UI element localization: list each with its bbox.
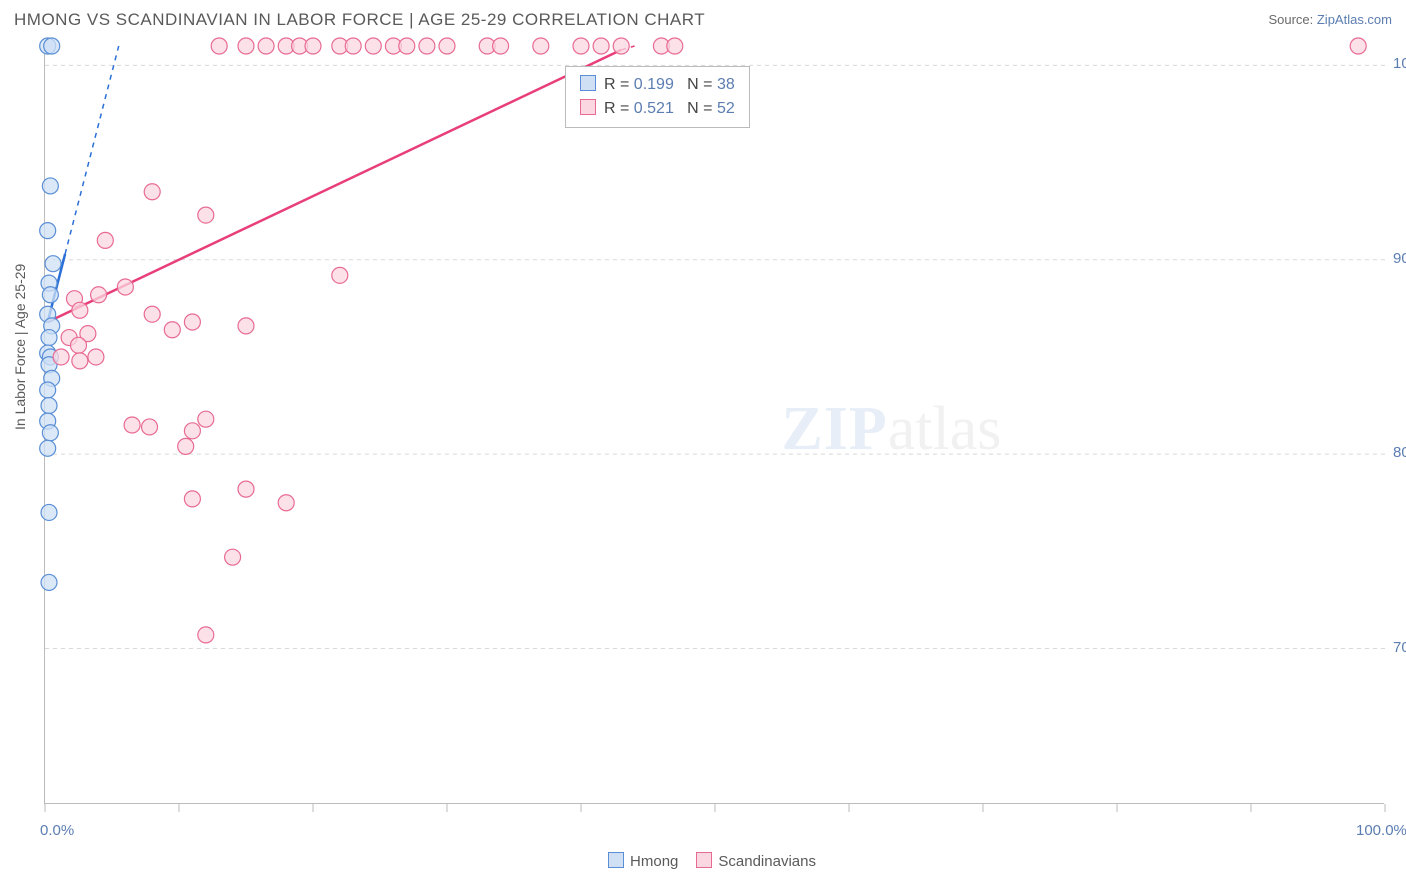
source-attribution: Source: ZipAtlas.com	[1268, 12, 1392, 27]
header-bar: HMONG VS SCANDINAVIAN IN LABOR FORCE | A…	[14, 10, 1392, 36]
r-value: 0.521	[634, 100, 674, 117]
series-swatch	[580, 75, 596, 91]
series-swatch	[580, 99, 596, 115]
n-value: 52	[717, 100, 735, 117]
scatter-svg	[45, 46, 1385, 804]
legend-swatch	[608, 852, 624, 868]
n-value: 38	[717, 76, 735, 93]
source-link[interactable]: ZipAtlas.com	[1317, 12, 1392, 27]
legend-label: Hmong	[630, 853, 678, 870]
legend-bottom: Hmong Scandinavians	[0, 852, 1406, 870]
x-tick-label: 0.0%	[40, 822, 74, 839]
correlation-stats-box: R = 0.199 N = 38R = 0.521 N = 52	[565, 66, 750, 128]
legend-swatch	[696, 852, 712, 868]
chart-plot-area: ZIPatlas 70.0%80.0%90.0%100.0%	[44, 46, 1384, 804]
x-tick-label: 100.0%	[1356, 822, 1406, 839]
chart-title: HMONG VS SCANDINAVIAN IN LABOR FORCE | A…	[14, 10, 705, 29]
legend-label: Scandinavians	[718, 853, 816, 870]
stat-row: R = 0.199 N = 38	[580, 73, 735, 97]
stat-row: R = 0.521 N = 52	[580, 97, 735, 121]
source-label: Source:	[1268, 12, 1316, 27]
r-value: 0.199	[634, 76, 674, 93]
y-axis-label: In Labor Force | Age 25-29	[12, 264, 28, 430]
